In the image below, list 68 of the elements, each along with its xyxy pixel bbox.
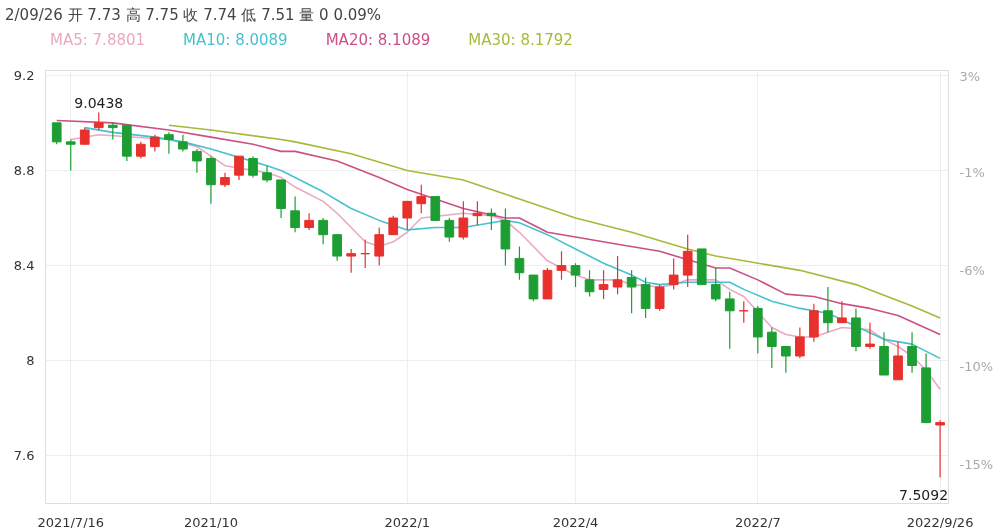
candlestick bbox=[486, 207, 497, 231]
text: MA30: 8.1792 bbox=[468, 31, 573, 50]
y-tick-label: 8 bbox=[26, 353, 35, 369]
candlestick bbox=[458, 200, 469, 241]
candlestick bbox=[682, 234, 693, 288]
candlestick bbox=[640, 276, 651, 319]
x-tick-label: 2022/1 bbox=[384, 514, 431, 528]
candlestick bbox=[374, 226, 385, 267]
candlestick bbox=[388, 215, 399, 236]
candlestick bbox=[935, 419, 945, 479]
candlestick bbox=[430, 195, 441, 221]
candlestick bbox=[65, 138, 76, 172]
candlestick bbox=[416, 184, 427, 214]
candlestick bbox=[823, 286, 833, 333]
annotation: 7.5092 bbox=[899, 486, 949, 503]
candlestick bbox=[710, 267, 721, 302]
text: MA10: 8.0089 bbox=[183, 31, 288, 50]
candlestick bbox=[781, 345, 791, 374]
annotation: 9.0438 bbox=[74, 95, 124, 112]
y2-tick-label: -10% bbox=[959, 359, 994, 375]
x-tick-label: 2021/10 bbox=[183, 514, 238, 528]
candlestick bbox=[865, 322, 875, 350]
candlestick bbox=[837, 300, 847, 324]
candlestick bbox=[654, 284, 665, 312]
candlestick bbox=[346, 248, 357, 274]
y2-tick-label: -15% bbox=[959, 457, 994, 473]
x-tick-label: 2022/9/26 bbox=[906, 514, 974, 528]
chart-title: 2/09/26 开 7.73 高 7.75 收 7.74 低 7.51 量 0 0.09% bbox=[5, 5, 383, 26]
text: MA5: 7.8801 bbox=[50, 31, 146, 50]
y-tick-label: 7.6 bbox=[13, 448, 35, 464]
candlestick bbox=[332, 234, 342, 262]
candlestick bbox=[724, 291, 735, 350]
candlestick bbox=[570, 262, 581, 288]
candlestick bbox=[612, 255, 623, 295]
y2-tick-label: -1% bbox=[959, 164, 985, 180]
y-tick-label: 8.4 bbox=[13, 258, 35, 274]
x-tick-label: 2022/7 bbox=[734, 514, 781, 528]
x-tick-label: 2021/7/16 bbox=[37, 514, 105, 528]
candlestick bbox=[766, 326, 777, 369]
line-series bbox=[168, 124, 941, 319]
candlestick bbox=[304, 212, 314, 231]
y2-tick-label: 3% bbox=[959, 68, 981, 84]
candlestick bbox=[164, 131, 174, 155]
candlestick bbox=[584, 269, 595, 298]
candlestick bbox=[528, 274, 539, 302]
text: MA20: 8.1089 bbox=[325, 31, 431, 50]
candlestick bbox=[444, 217, 455, 243]
candlestick bbox=[234, 155, 244, 181]
candlestick bbox=[598, 269, 609, 300]
candlestick bbox=[907, 331, 917, 374]
candlestick bbox=[893, 341, 903, 381]
candlestick bbox=[626, 269, 637, 314]
x-tick-label: 2022/4 bbox=[552, 514, 599, 528]
candlestick bbox=[290, 195, 300, 233]
candlestick bbox=[556, 250, 567, 281]
candlestick bbox=[192, 148, 202, 174]
candlestick bbox=[318, 217, 328, 245]
candlestick bbox=[402, 200, 413, 231]
candlestick bbox=[51, 122, 62, 145]
candlestick bbox=[668, 257, 679, 290]
candlestick bbox=[514, 245, 525, 281]
y-tick-label: 8.8 bbox=[13, 162, 35, 178]
candlestick bbox=[248, 155, 258, 179]
candlestick bbox=[795, 326, 805, 359]
candlestick bbox=[472, 200, 483, 226]
y2-tick-label: -6% bbox=[959, 263, 985, 279]
line-series bbox=[55, 119, 941, 336]
y-tick-label: 9.2 bbox=[13, 67, 35, 83]
